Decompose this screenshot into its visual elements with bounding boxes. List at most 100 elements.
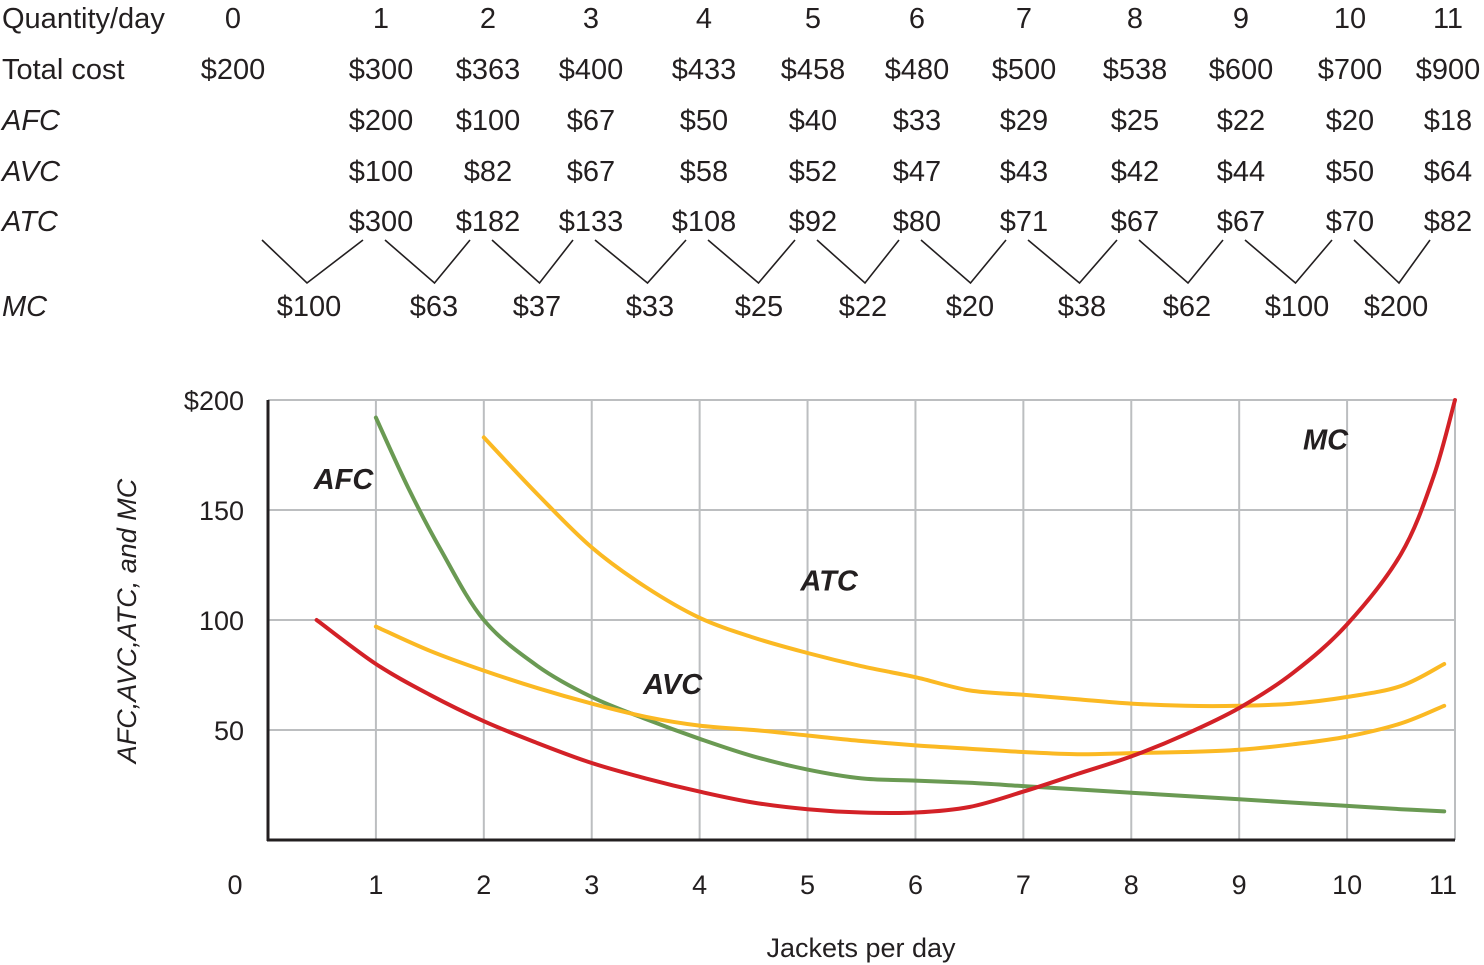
quantity-cell: 8	[1127, 3, 1143, 35]
mc-cell: $20	[946, 291, 994, 323]
afc-cell: $200	[349, 105, 414, 137]
avc-cell: $50	[1326, 156, 1374, 188]
mc-cell: $22	[839, 291, 887, 323]
curve-labels: AFC ATC AVC MC	[313, 425, 1349, 701]
mc-cell: $38	[1058, 291, 1106, 323]
avc-cell: $47	[893, 156, 941, 188]
series-layer	[314, 398, 1457, 816]
mc-cell: $37	[513, 291, 561, 323]
atc-cell: $92	[789, 206, 837, 238]
y-tick-label: 150	[199, 496, 244, 526]
quantity-cell: 3	[583, 3, 599, 35]
row-label-atc: ATC	[0, 206, 59, 238]
mc-connector	[261, 239, 364, 285]
atc-cell: $67	[1217, 206, 1265, 238]
avc-cell: $58	[680, 156, 728, 188]
y-tick-labels: 50 100 150 $200	[184, 386, 244, 746]
row-label-afc: AFC	[0, 105, 61, 137]
mc-curve	[314, 398, 1457, 816]
mc-connector	[1353, 239, 1431, 285]
row-label-total-cost: Total cost	[2, 54, 125, 86]
quantity-cell: 9	[1233, 3, 1249, 35]
atc-cell: $80	[893, 206, 941, 238]
x-tick-label: 7	[1016, 870, 1031, 900]
mc-cell: $100	[277, 291, 342, 323]
atc-cell: $182	[456, 206, 521, 238]
quantity-cell: 0	[225, 3, 241, 35]
atc-curve	[481, 435, 1447, 709]
total-cost-cell: $200	[201, 54, 266, 86]
quantity-cell: 6	[909, 3, 925, 35]
row-label-quantity: Quantity/day	[2, 3, 165, 35]
total-cost-cell: $363	[456, 54, 521, 86]
afc-cell: $40	[789, 105, 837, 137]
mc-connector	[920, 239, 1007, 285]
total-cost-cell: $480	[885, 54, 950, 86]
avc-cell: $64	[1424, 156, 1472, 188]
quantity-cell: 11	[1433, 3, 1463, 35]
total-cost-cell: $538	[1103, 54, 1168, 86]
total-cost-cell: $458	[781, 54, 846, 86]
quantity-cell: 5	[805, 3, 821, 35]
mc-cell: $33	[626, 291, 674, 323]
afc-cell: $50	[680, 105, 728, 137]
mc-connector	[384, 239, 471, 285]
mc-connector	[594, 239, 687, 285]
y-tick-label: 100	[199, 606, 244, 636]
mc-connector	[816, 239, 900, 285]
avc-cell: $42	[1111, 156, 1159, 188]
atc-cell: $133	[559, 206, 624, 238]
atc-cell: $108	[672, 206, 737, 238]
mc-connector	[1244, 239, 1333, 285]
quantity-cell: 10	[1334, 3, 1366, 35]
x-tick-label: 3	[584, 870, 599, 900]
x-tick-label: 0	[227, 870, 242, 900]
x-tick-label: 10	[1332, 870, 1362, 900]
atc-cell: $70	[1326, 206, 1374, 238]
mc-cell: $25	[735, 291, 783, 323]
avc-curve	[373, 624, 1447, 757]
quantity-cell: 2	[480, 3, 496, 35]
x-tick-label: 11	[1429, 870, 1457, 900]
atc-cell: $300	[349, 206, 414, 238]
total-cost-cell: $433	[672, 54, 737, 86]
afc-cell: $100	[456, 105, 521, 137]
mc-cell: $62	[1163, 291, 1211, 323]
atc-cell: $82	[1424, 206, 1472, 238]
row-label-mc: MC	[2, 291, 48, 323]
cost-table: Quantity/day Total cost AFC AVC ATC MC 0…	[0, 3, 1480, 323]
x-tick-label: 4	[692, 870, 707, 900]
quantity-cell: 4	[696, 3, 712, 35]
total-cost-cell: $500	[992, 54, 1057, 86]
atc-curve-label: ATC	[799, 565, 859, 597]
grid	[268, 399, 1456, 840]
afc-cell: $25	[1111, 105, 1159, 137]
avc-cell: $100	[349, 156, 414, 188]
avc-cell: $44	[1217, 156, 1265, 188]
row-label-avc: AVC	[0, 156, 61, 188]
table-cells: 0 1 2 3 4 5 6 7 8 9 10 11 $200 $300 $363 $400 $433 $458 $4…	[201, 3, 1481, 323]
x-tick-label: 2	[476, 870, 491, 900]
mc-cell: $63	[410, 291, 458, 323]
afc-cell: $29	[1000, 105, 1048, 137]
atc-cell: $71	[1000, 206, 1048, 238]
mc-connector	[1138, 239, 1224, 285]
afc-cell: $33	[893, 105, 941, 137]
x-tick-label: 8	[1124, 870, 1139, 900]
x-tick-label: 1	[368, 870, 383, 900]
afc-cell: $18	[1424, 105, 1472, 137]
afc-curve	[373, 415, 1447, 814]
quantity-cell: 1	[373, 3, 389, 35]
total-cost-cell: $400	[559, 54, 624, 86]
mc-cell: $200	[1364, 291, 1429, 323]
afc-curve-label: AFC	[313, 464, 375, 496]
avc-cell: $67	[567, 156, 615, 188]
quantity-cell: 7	[1016, 3, 1032, 35]
avc-cell: $82	[464, 156, 512, 188]
mc-connector	[491, 239, 574, 285]
marginal-connectors	[261, 239, 1431, 285]
avc-curve-label: AVC	[642, 669, 703, 701]
afc-cell: $22	[1217, 105, 1265, 137]
total-cost-cell: $900	[1416, 54, 1481, 86]
plot-frame	[266, 400, 1455, 842]
